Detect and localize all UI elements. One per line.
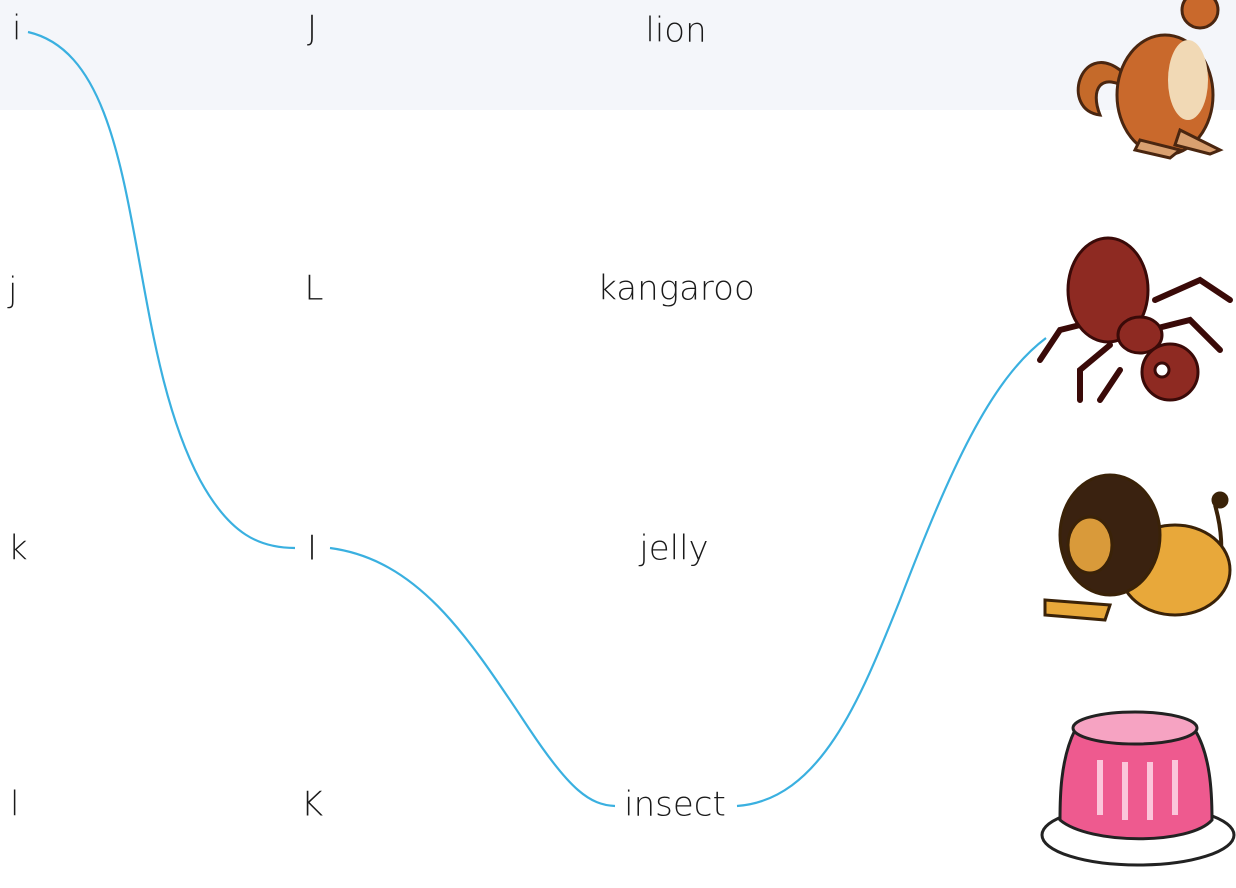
ant-picture (1040, 238, 1230, 400)
uppercase-letter: L (305, 269, 324, 309)
page: i j k l J L I K lion kangaroo jelly inse… (0, 0, 1236, 884)
word: lion (645, 11, 706, 51)
word: insect (624, 785, 726, 825)
match-line (330, 548, 615, 806)
lowercase-letter: k (8, 529, 28, 569)
lowercase-letter: i (12, 9, 21, 49)
worksheet: i j k l J L I K lion kangaroo jelly inse… (0, 0, 1236, 884)
word: kangaroo (597, 269, 755, 309)
lion-picture (1045, 475, 1230, 620)
uppercase-letter: J (307, 9, 317, 49)
lowercase-letter: l (10, 785, 19, 825)
top-band (0, 0, 1236, 110)
uppercase-letter: I (307, 529, 317, 569)
word: jelly (638, 529, 708, 569)
jelly-picture (1042, 712, 1234, 865)
uppercase-letter: K (301, 785, 323, 825)
match-line (737, 338, 1046, 806)
lowercase-letter: j (7, 271, 17, 311)
